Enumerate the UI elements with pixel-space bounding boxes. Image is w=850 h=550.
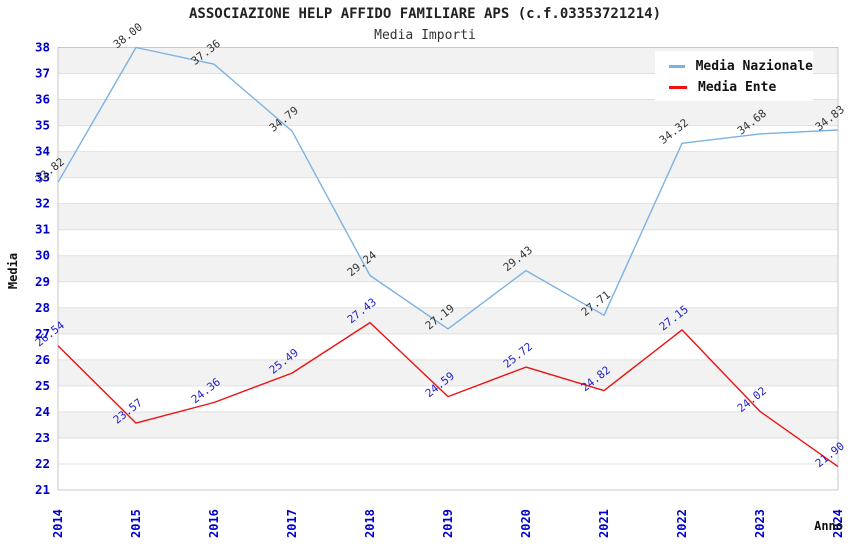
y-tick-label: 27 [35,326,50,341]
grid-band [58,255,838,282]
y-tick-label: 36 [35,92,50,107]
y-tick-label: 32 [35,196,50,211]
y-tick-label: 38 [35,40,50,55]
x-tick-label: 2016 [207,509,221,538]
legend-swatch-media-ente [669,86,687,89]
series-line-media-nazionale [57,46,839,330]
data-label-media-ente: 24.02 [735,384,769,415]
plot-border [57,47,839,491]
y-tick-label: 21 [35,482,50,497]
chart-subtitle: Media Importi [374,28,476,43]
legend-label-media-nazionale: Media Nazionale [695,59,813,74]
y-tick-label: 34 [35,144,50,159]
data-label-media-ente: 21.90 [813,439,847,470]
y-axis-title: Media [6,253,20,289]
grid-band [58,411,838,438]
chart-title: ASSOCIAZIONE HELP AFFIDO FAMILIARE APS (… [188,6,661,22]
y-tick-label: 30 [35,248,50,263]
y-tick-label: 22 [35,456,50,471]
x-tick-label: 2021 [597,509,611,538]
legend-item-media-nazionale: Media Nazionale [669,56,813,77]
x-axis-title: Anno [814,519,843,533]
y-tick-label: 33 [35,170,50,185]
grid-band [58,99,838,126]
legend: Media Nazionale Media Ente [655,51,813,101]
x-tick-label: 2014 [51,509,65,538]
y-tick-label: 26 [35,352,50,367]
legend-swatch-media-nazionale [669,65,685,68]
grid-band [58,151,838,178]
y-tick-label: 37 [35,66,50,81]
y-tick-label: 25 [35,378,50,393]
y-tick-label: 35 [35,118,50,133]
y-tick-label: 24 [35,404,50,419]
legend-label-media-ente: Media Ente [698,80,777,95]
x-tick-label: 2015 [129,509,143,538]
y-tick-label: 23 [35,430,50,445]
legend-item-media-ente: Media Ente [669,77,813,98]
y-tick-label: 31 [35,222,50,237]
data-label-media-nazionale: 38.00 [111,20,145,51]
y-tick-label: 29 [35,274,50,289]
x-tick-label: 2018 [363,509,377,538]
y-tick-label: 28 [35,300,50,315]
x-tick-label: 2017 [285,509,299,538]
x-tick-label: 2022 [675,509,689,538]
x-tick-label: 2019 [441,509,455,538]
grid-band [58,203,838,230]
x-tick-label: 2020 [519,509,533,538]
series-line-media-ente [57,321,839,468]
grid-band [58,359,838,386]
x-tick-label: 2023 [753,509,767,538]
x-tick-label: 2024 [831,509,845,538]
